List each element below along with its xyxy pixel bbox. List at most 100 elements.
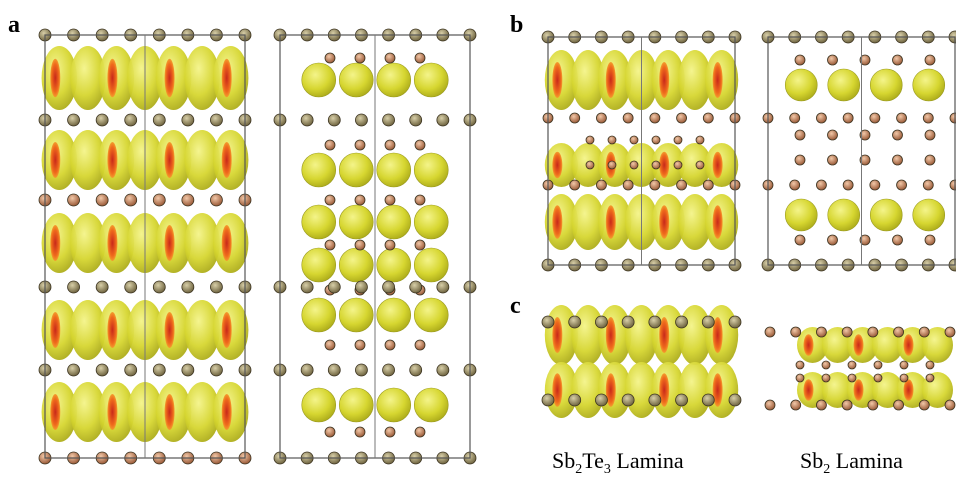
atom	[210, 364, 222, 376]
atom	[385, 340, 395, 350]
atom	[652, 161, 660, 169]
atom	[790, 113, 800, 123]
atom	[385, 427, 395, 437]
atom	[676, 394, 688, 406]
atom	[383, 114, 395, 126]
atom	[919, 327, 929, 337]
atom	[153, 194, 165, 206]
charge-sphere	[414, 153, 448, 187]
atom	[385, 195, 395, 205]
atom	[385, 140, 395, 150]
charge-sphere	[785, 199, 817, 231]
atom	[385, 53, 395, 63]
atom	[586, 136, 594, 144]
atom	[325, 140, 335, 150]
atom	[795, 235, 805, 245]
atom	[923, 180, 933, 190]
atom	[893, 235, 903, 245]
caption-text: Lamina	[836, 448, 903, 473]
atom	[410, 281, 422, 293]
charge-sphere	[377, 298, 411, 332]
panel-label: c	[510, 293, 521, 320]
atom	[415, 53, 425, 63]
atom	[828, 155, 838, 165]
atom	[182, 281, 194, 293]
atom	[729, 394, 741, 406]
atom	[96, 194, 108, 206]
caption-text: Te	[582, 448, 604, 473]
charge-sphere	[339, 205, 373, 239]
atom	[125, 364, 137, 376]
charge-core	[50, 59, 60, 97]
atom	[125, 281, 137, 293]
atom	[649, 316, 661, 328]
charge-sphere	[339, 388, 373, 422]
atom	[893, 130, 903, 140]
atom	[828, 55, 838, 65]
atom	[383, 364, 395, 376]
caption-text: Lamina	[616, 448, 683, 473]
atom	[596, 113, 606, 123]
charge-core	[50, 225, 60, 261]
atom	[301, 364, 313, 376]
charge-sphere	[302, 63, 336, 97]
atom	[897, 113, 907, 123]
atom	[355, 53, 365, 63]
charge-sphere	[377, 205, 411, 239]
charge-core	[50, 394, 60, 430]
atom	[622, 316, 634, 328]
charge-core	[904, 379, 914, 401]
charge-sphere	[302, 248, 336, 282]
atom	[696, 136, 704, 144]
charge-sphere	[339, 153, 373, 187]
atom	[894, 400, 904, 410]
atom	[623, 180, 633, 190]
atom	[355, 240, 365, 250]
atom	[623, 113, 633, 123]
atom	[570, 180, 580, 190]
atom	[437, 281, 449, 293]
atom	[210, 194, 222, 206]
charge-core	[854, 379, 864, 401]
atom	[843, 113, 853, 123]
atom	[415, 240, 425, 250]
atom	[385, 240, 395, 250]
charge-core	[222, 59, 232, 97]
charge-core	[165, 225, 175, 261]
atom	[926, 361, 934, 369]
atom	[182, 114, 194, 126]
panel-label: b	[510, 12, 523, 39]
atom	[696, 161, 704, 169]
atom	[900, 361, 908, 369]
atom	[325, 427, 335, 437]
atom	[355, 340, 365, 350]
atom	[795, 130, 805, 140]
atom	[569, 394, 581, 406]
charge-sphere	[785, 69, 817, 101]
atom	[415, 195, 425, 205]
atom	[925, 155, 935, 165]
atom	[325, 53, 335, 63]
atom	[868, 327, 878, 337]
atom	[702, 316, 714, 328]
atom	[328, 364, 340, 376]
atom	[630, 136, 638, 144]
atom	[729, 316, 741, 328]
atom	[68, 281, 80, 293]
caption: Sb2 Lamina	[800, 448, 903, 474]
structure-art	[0, 0, 956, 482]
atom	[652, 136, 660, 144]
atom	[630, 161, 638, 169]
charge-core	[107, 59, 117, 97]
charge-core	[713, 152, 723, 178]
caption: Sb2Te3 Lamina	[552, 448, 684, 474]
atom	[703, 180, 713, 190]
atom	[153, 364, 165, 376]
charge-core	[904, 334, 914, 356]
charge-sphere	[377, 63, 411, 97]
atom	[870, 113, 880, 123]
atom	[822, 361, 830, 369]
atom	[874, 374, 882, 382]
atom	[796, 374, 804, 382]
atom	[650, 113, 660, 123]
